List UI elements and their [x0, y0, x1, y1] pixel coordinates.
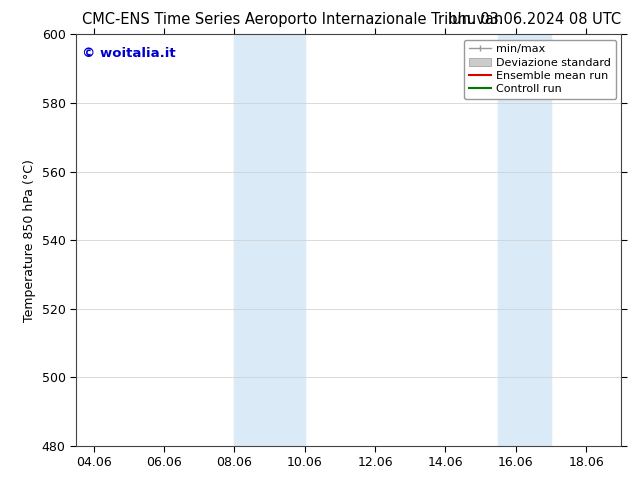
- Text: © woitalia.it: © woitalia.it: [82, 47, 175, 60]
- Text: CMC-ENS Time Series Aeroporto Internazionale Tribhuvan: CMC-ENS Time Series Aeroporto Internazio…: [82, 12, 503, 27]
- Y-axis label: Temperature 850 hPa (°C): Temperature 850 hPa (°C): [23, 159, 36, 321]
- Bar: [235, 34, 305, 446]
- Bar: [498, 34, 551, 446]
- Legend: min/max, Deviazione standard, Ensemble mean run, Controll run: min/max, Deviazione standard, Ensemble m…: [464, 40, 616, 99]
- Text: lun. 03.06.2024 08 UTC: lun. 03.06.2024 08 UTC: [448, 12, 621, 27]
